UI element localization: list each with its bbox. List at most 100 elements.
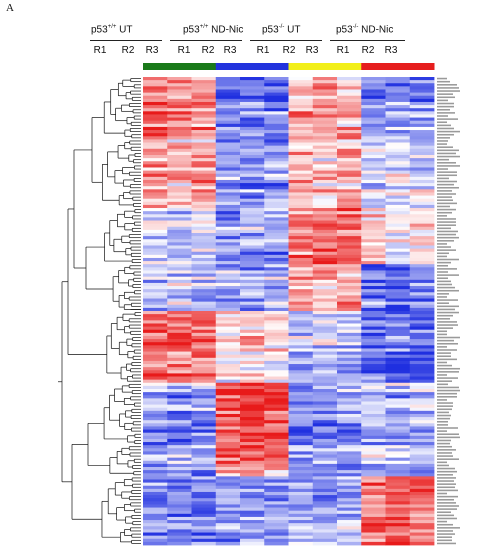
heatmap-cell <box>143 457 168 462</box>
row-label-mark <box>437 115 448 117</box>
heatmap-cell <box>409 460 435 465</box>
heatmap-cell <box>240 438 265 443</box>
heatmap-cell <box>409 485 435 490</box>
heatmap-cell <box>215 413 241 418</box>
heatmap-cell <box>191 335 217 340</box>
heatmap-cell <box>312 351 338 356</box>
heatmap-cell <box>385 186 411 190</box>
heatmap-cell <box>143 413 168 418</box>
heatmap-cell <box>240 183 265 187</box>
heatmap-cell <box>143 420 168 424</box>
heatmap-cell <box>409 120 435 125</box>
group-color-bar-4 <box>361 63 435 70</box>
heatmap-cell <box>312 488 338 493</box>
heatmap-cell <box>215 264 241 268</box>
heatmap-cell <box>191 373 217 377</box>
heatmap-cell <box>361 173 386 178</box>
heatmap-cell <box>385 360 411 365</box>
heatmap-cell <box>191 254 217 259</box>
heatmap-cell <box>385 329 411 334</box>
heatmap-cell <box>361 529 386 533</box>
row-label-mark <box>437 474 453 476</box>
heatmap-cell <box>361 382 386 387</box>
heatmap-cell <box>167 442 192 446</box>
heatmap-cell <box>264 317 289 321</box>
heatmap-cell <box>143 510 168 515</box>
heatmap-cell <box>288 404 314 409</box>
heatmap-cell <box>361 195 386 200</box>
heatmap-cell <box>167 463 192 468</box>
heatmap-cell <box>409 538 435 543</box>
heatmap-cell <box>167 473 192 477</box>
heatmap-cell <box>337 476 362 480</box>
heatmap-cell <box>409 535 435 540</box>
heatmap-cell <box>361 423 386 427</box>
heatmap-cell <box>167 292 192 296</box>
heatmap-cell <box>409 114 435 118</box>
heatmap-cell <box>191 448 217 452</box>
heatmap-cell <box>215 345 241 349</box>
heatmap-cell <box>385 504 411 508</box>
heatmap-cell <box>143 523 168 527</box>
heatmap-cell <box>215 167 241 171</box>
heatmap-cell <box>361 245 386 249</box>
heatmap-cell <box>240 513 265 518</box>
row-label-mark <box>437 346 447 348</box>
heatmap-cell <box>288 467 314 471</box>
heatmap-cell <box>312 379 338 384</box>
heatmap-cell <box>337 164 362 168</box>
heatmap-cell <box>240 257 265 262</box>
heatmap-cell <box>337 189 362 193</box>
heatmap-cell <box>240 217 265 221</box>
row-label-mark <box>437 133 454 136</box>
heatmap-cell <box>240 335 265 340</box>
heatmap-cell <box>143 236 168 240</box>
heatmap-cell <box>409 360 435 365</box>
heatmap-cell <box>191 214 217 218</box>
heatmap-cell <box>288 158 314 162</box>
heatmap-cell <box>240 417 265 421</box>
row-label-mark <box>437 158 449 161</box>
heatmap-cell <box>167 173 192 178</box>
heatmap-cell <box>215 317 241 321</box>
heatmap-cell <box>337 158 362 162</box>
heatmap-cell <box>264 117 289 122</box>
heatmap-cell <box>312 292 338 296</box>
heatmap-cell <box>288 211 314 215</box>
heatmap-cell <box>143 176 168 181</box>
heatmap-cell <box>167 239 192 243</box>
heatmap-cell <box>337 535 362 540</box>
row-label-mark <box>437 377 458 379</box>
heatmap-cell <box>361 292 386 296</box>
heatmap-cell <box>143 217 168 221</box>
heatmap-cell <box>215 445 241 449</box>
heatmap-cell <box>240 311 265 315</box>
heatmap-cell <box>167 454 192 459</box>
heatmap-cell <box>143 495 168 499</box>
heatmap-cell <box>143 435 168 440</box>
heatmap-cell <box>288 389 314 393</box>
heatmap-cell <box>167 438 192 443</box>
heatmap-cell <box>385 286 411 290</box>
heatmap-cell <box>191 376 217 381</box>
heatmap-cell <box>288 192 314 196</box>
heatmap-cell <box>264 307 289 312</box>
heatmap-cell <box>361 379 386 384</box>
row-label-mark <box>437 224 456 226</box>
heatmap-cell <box>361 95 386 100</box>
heatmap-cell <box>312 86 338 90</box>
group-4-label: ND-Nic <box>361 24 394 36</box>
heatmap-cell <box>312 236 338 240</box>
heatmap-cell <box>215 198 241 203</box>
heatmap-cell <box>264 276 289 281</box>
row-label-mark <box>437 305 459 308</box>
heatmap-cell <box>288 348 314 352</box>
heatmap-cell <box>312 101 338 106</box>
heatmap-cell <box>143 198 168 203</box>
heatmap-cell <box>312 323 338 327</box>
heatmap-cell <box>385 510 411 515</box>
heatmap-cell <box>409 236 435 240</box>
heatmap-cell <box>167 379 192 384</box>
heatmap-cell <box>312 183 338 187</box>
heatmap-cell <box>215 435 241 440</box>
